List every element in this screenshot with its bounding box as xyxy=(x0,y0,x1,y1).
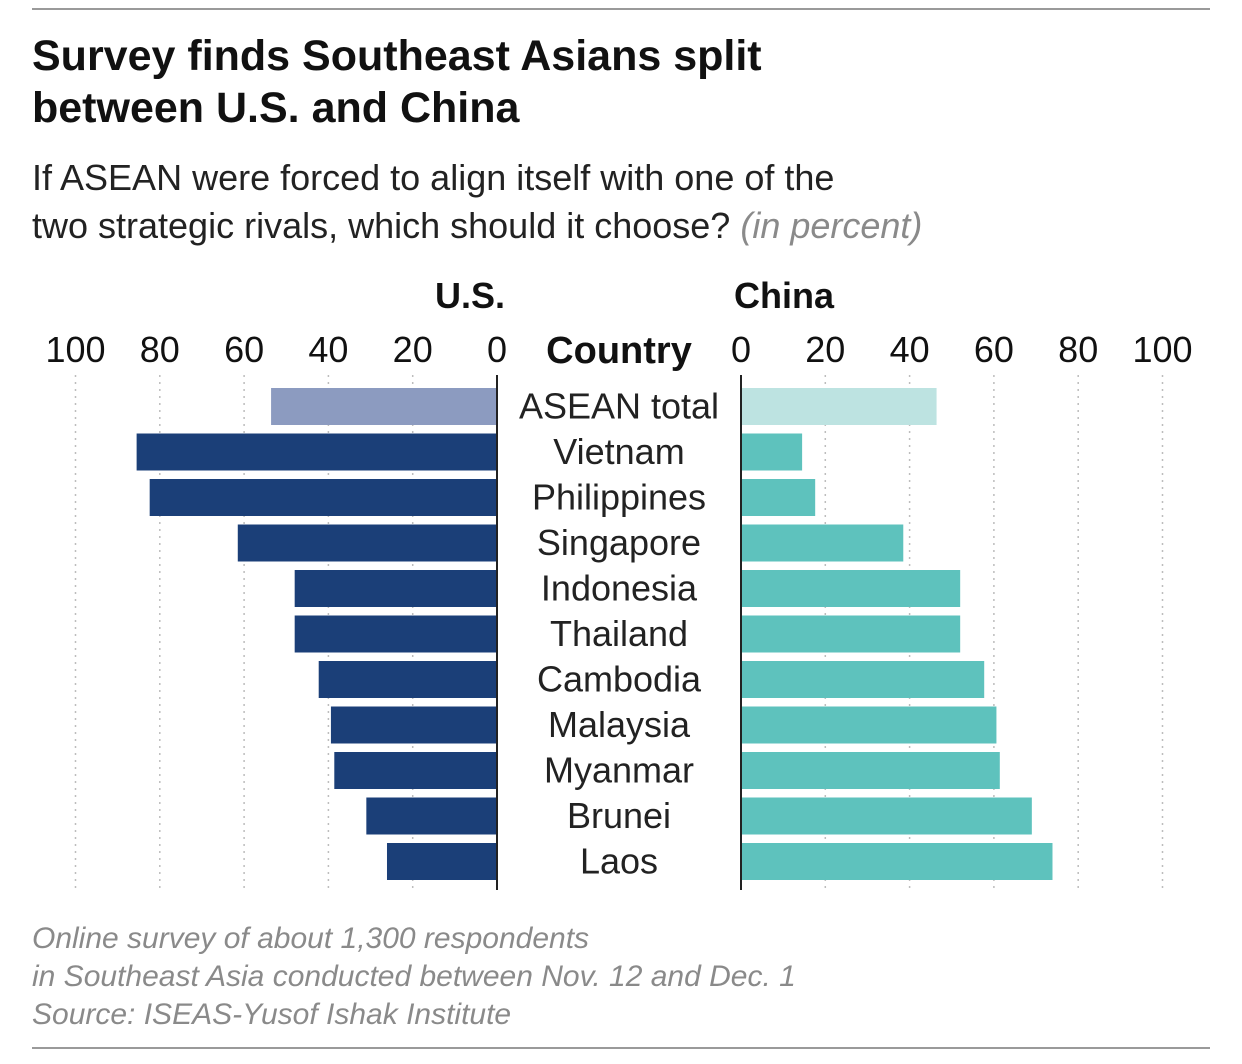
china-bar-4 xyxy=(741,570,961,607)
china-tick-label-80: 80 xyxy=(1058,329,1098,370)
us-bar-6 xyxy=(318,661,497,698)
us-bar-10 xyxy=(386,843,497,880)
china-tick-label-20: 20 xyxy=(805,329,845,370)
us-tick-label-60: 60 xyxy=(224,329,264,370)
china-tick-label-0: 0 xyxy=(731,329,751,370)
survey-note-line-2: in Southeast Asia conducted between Nov.… xyxy=(32,960,796,993)
us-tick-label-80: 80 xyxy=(140,329,180,370)
country-label-7: Malaysia xyxy=(548,704,691,745)
title-line-2: between U.S. and China xyxy=(32,84,520,132)
us-tick-label-40: 40 xyxy=(308,329,348,370)
china-bar-1 xyxy=(741,433,803,471)
us-bar-9 xyxy=(366,797,497,835)
chart-subtitle: If ASEAN were forced to align itself wit… xyxy=(32,154,1182,250)
china-bar-8 xyxy=(741,752,1000,789)
country-label-2: Philippines xyxy=(532,477,706,518)
us-tick-label-0: 0 xyxy=(487,329,507,370)
us-bar-8 xyxy=(334,752,497,789)
china-bar-5 xyxy=(741,615,961,653)
title-line-1: Survey finds Southeast Asians split xyxy=(32,32,762,80)
chart-title: Survey finds Southeast Asians split betw… xyxy=(32,30,1182,134)
bars xyxy=(136,388,1053,880)
country-label-6: Cambodia xyxy=(537,659,702,700)
us-series-label: U.S. xyxy=(435,275,505,316)
country-column-header: Country xyxy=(546,330,692,372)
country-label-1: Vietnam xyxy=(553,431,684,472)
china-bar-2 xyxy=(741,479,816,516)
subtitle-line-1: If ASEAN were forced to align itself wit… xyxy=(32,157,835,198)
china-bar-3 xyxy=(741,524,904,562)
china-tick-label-100: 100 xyxy=(1132,329,1192,370)
survey-note-line-1: Online survey of about 1,300 respondents xyxy=(32,922,590,955)
subtitle-line-2: two strategic rivals, which should it ch… xyxy=(32,205,731,246)
china-bar-6 xyxy=(741,661,985,698)
axes xyxy=(496,375,742,890)
bottom-rule xyxy=(32,1047,1210,1049)
us-bar-4 xyxy=(294,570,497,607)
us-bar-5 xyxy=(294,615,497,653)
us-bar-1 xyxy=(136,433,497,471)
china-series-label: China xyxy=(734,275,835,316)
china-bar-9 xyxy=(741,797,1032,835)
footnotes: Online survey of about 1,300 respondents… xyxy=(32,920,1182,1034)
china-bar-10 xyxy=(741,843,1053,880)
subtitle-unit: (in percent) xyxy=(740,205,923,246)
china-bar-7 xyxy=(741,706,997,744)
china-tick-label-60: 60 xyxy=(974,329,1014,370)
us-bar-3 xyxy=(237,524,497,562)
us-bar-0 xyxy=(271,388,497,425)
us-tick-label-20: 20 xyxy=(393,329,433,370)
source-note: Source: ISEAS-Yusof Ishak Institute xyxy=(32,998,512,1031)
us-bar-7 xyxy=(330,706,497,744)
us-bar-2 xyxy=(149,479,497,516)
top-rule xyxy=(32,8,1210,10)
country-label-5: Thailand xyxy=(550,613,688,654)
china-tick-label-40: 40 xyxy=(890,329,930,370)
us-tick-label-100: 100 xyxy=(45,329,105,370)
country-label-0: ASEAN total xyxy=(519,386,719,427)
country-label-4: Indonesia xyxy=(541,568,698,609)
country-label-3: Singapore xyxy=(537,522,701,563)
country-label-10: Laos xyxy=(580,841,658,882)
china-bar-0 xyxy=(741,388,937,425)
country-label-9: Brunei xyxy=(567,795,671,836)
country-label-8: Myanmar xyxy=(544,750,694,791)
